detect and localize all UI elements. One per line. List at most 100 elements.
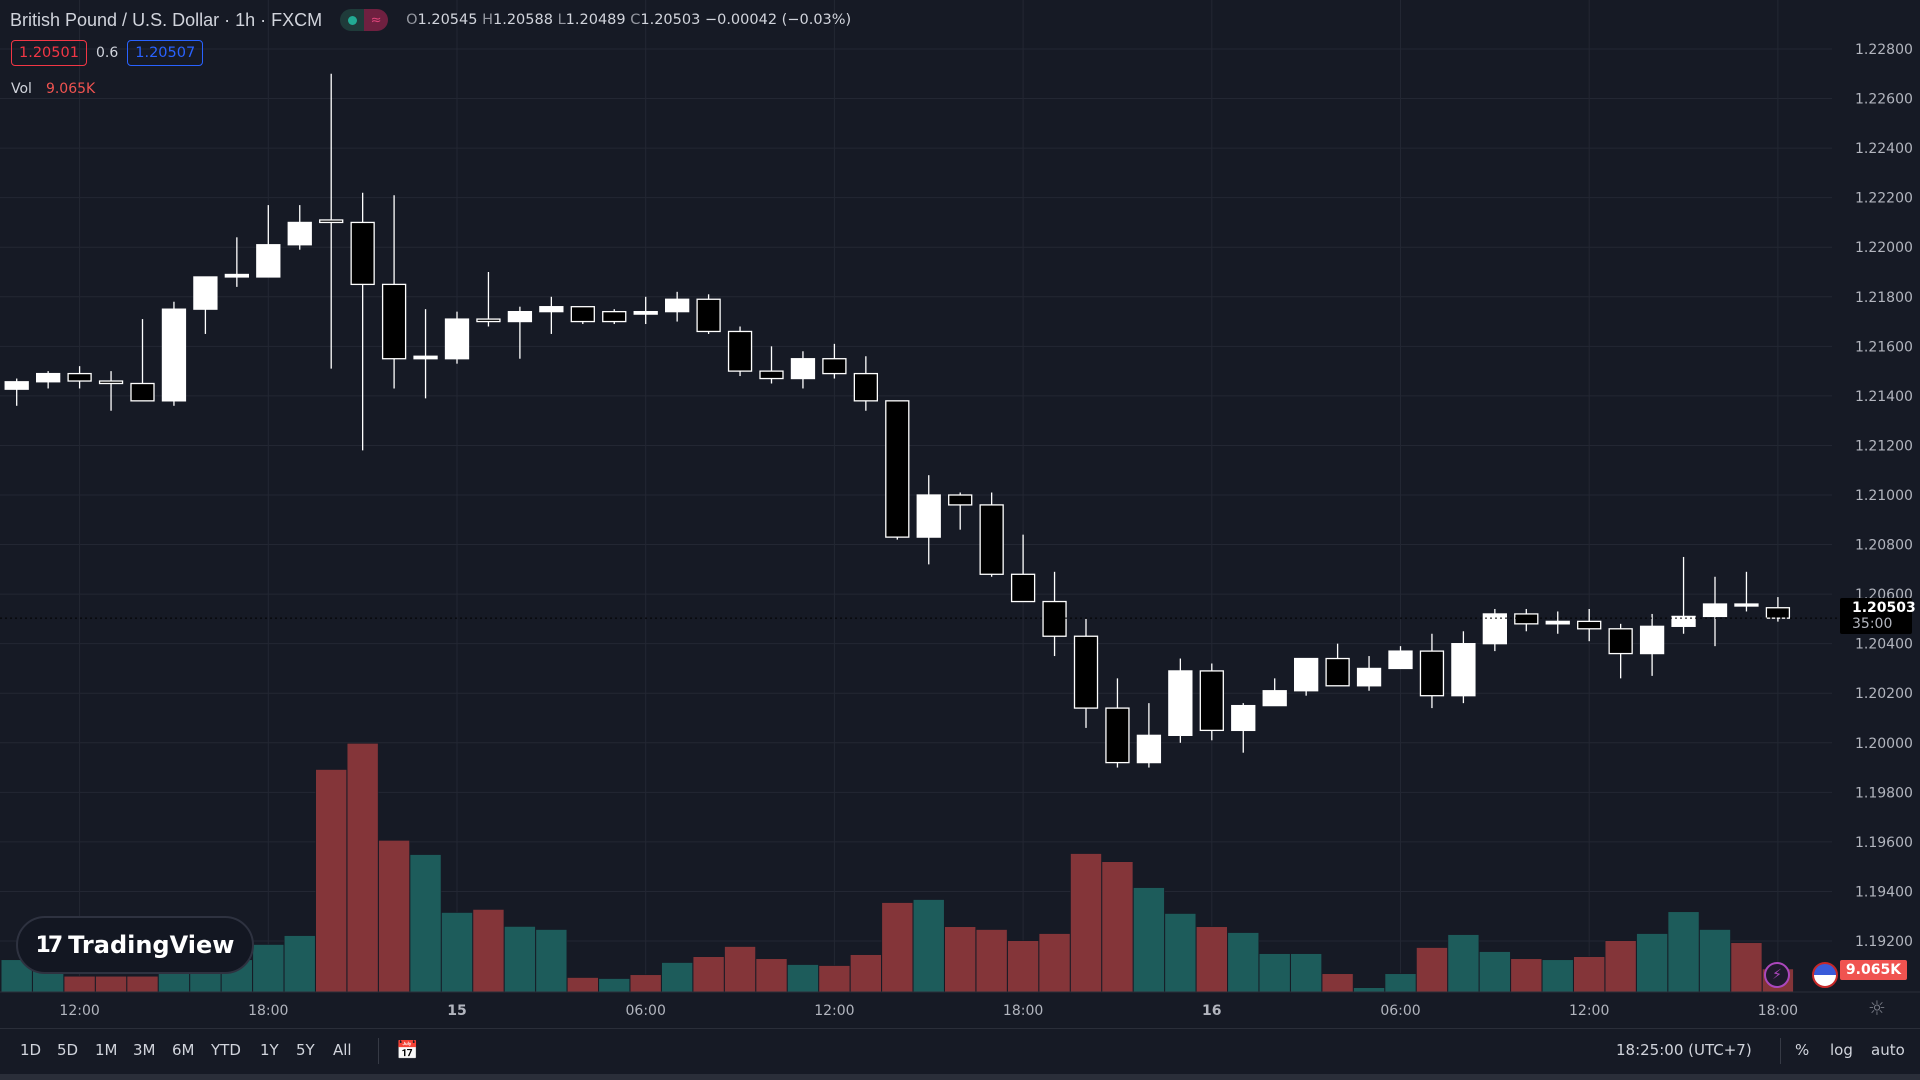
candle — [1419, 633, 1445, 709]
candle — [224, 237, 250, 287]
volume-bar — [598, 978, 631, 993]
sell-button[interactable]: 1.20501 — [11, 40, 87, 66]
range-5y[interactable]: 5Y — [296, 1041, 315, 1059]
go-to-date-calendar-icon[interactable]: 📅 — [396, 1040, 419, 1061]
candle-body — [67, 372, 92, 382]
candle — [1514, 608, 1539, 632]
timezone-clock[interactable]: 18:25:00 (UTC+7) — [1616, 1041, 1752, 1059]
time-axis[interactable]: 12:00 18:00 15 06:00 12:00 18:00 16 06:00 12:00 1… — [59, 1003, 1798, 1019]
log-scale-toggle[interactable]: log — [1830, 1041, 1853, 1059]
price-tick-label: 1.22400 — [1855, 141, 1913, 157]
candle — [570, 306, 595, 325]
time-tick-label: 06:00 — [626, 1003, 666, 1019]
candle-body — [1702, 603, 1728, 618]
us-flag-event-icon[interactable] — [1812, 962, 1838, 988]
volume-bar — [1384, 973, 1417, 993]
high-value: 1.20588 — [493, 12, 553, 28]
volume-bar — [189, 972, 222, 993]
candle — [413, 309, 438, 399]
candle — [853, 356, 878, 411]
auto-scale-toggle[interactable]: auto — [1871, 1041, 1905, 1059]
close-value: 1.20503 — [640, 12, 701, 28]
market-status-toggle[interactable]: ≈ — [340, 9, 389, 31]
candle — [507, 306, 533, 359]
candle — [98, 371, 124, 411]
bar-countdown: 35:00 — [1852, 616, 1893, 632]
volume-bar — [1510, 958, 1543, 993]
volume-bar — [504, 926, 536, 993]
volume-bar — [378, 840, 410, 993]
candle — [948, 492, 973, 530]
volume-bar — [1038, 933, 1071, 993]
range-ytd[interactable]: YTD — [211, 1041, 241, 1059]
buy-button[interactable]: 1.20507 — [127, 40, 204, 66]
candle-body — [413, 355, 438, 360]
candle — [1482, 608, 1507, 652]
candle-body — [1042, 600, 1067, 637]
candle-body — [885, 400, 910, 538]
candle — [130, 319, 155, 402]
candle-body — [570, 306, 595, 323]
candle-body — [1639, 625, 1665, 655]
time-tick-label: 12:00 — [1569, 1003, 1609, 1019]
candle-body — [790, 358, 816, 380]
candle — [916, 475, 941, 565]
candle-body — [476, 318, 501, 323]
candle — [1388, 646, 1413, 670]
volume-bar — [975, 929, 1008, 993]
candle — [287, 205, 312, 250]
candle-body — [444, 318, 470, 360]
volume-bar — [126, 975, 159, 993]
candle-body — [1734, 603, 1759, 607]
volume-bar — [1416, 947, 1448, 993]
candle — [1451, 631, 1476, 704]
candle — [1545, 611, 1570, 634]
lightning-event-icon[interactable]: ⚡ — [1764, 962, 1790, 988]
candle-body — [1325, 657, 1350, 687]
symbol-title[interactable]: British Pound / U.S. Dollar · 1h · FXCM — [10, 9, 323, 30]
volume-bars — [0, 743, 1794, 993]
range-all[interactable]: All — [333, 1041, 352, 1059]
grid-lines — [0, 0, 1832, 992]
candle-body — [916, 494, 941, 538]
candle-body — [1010, 573, 1036, 603]
percent-scale-toggle[interactable]: % — [1795, 1041, 1810, 1059]
price-axis[interactable]: 1.22800 1.22600 1.22400 1.22200 1.22000 1.218… — [1855, 42, 1913, 950]
price-tick-label: 1.21800 — [1855, 290, 1913, 306]
volume-legend[interactable]: Vol 9.065K — [11, 81, 95, 97]
candle — [1325, 643, 1350, 687]
range-3m[interactable]: 3M — [133, 1041, 156, 1059]
candle-body — [1577, 620, 1602, 630]
volume-bar — [1164, 913, 1197, 993]
candle-body — [36, 372, 61, 383]
volume-bar — [692, 956, 725, 993]
range-1y[interactable]: 1Y — [260, 1041, 279, 1059]
time-tick-label: 06:00 — [1380, 1003, 1420, 1019]
candle — [67, 366, 92, 389]
volume-bar — [1101, 861, 1134, 993]
candle-body — [224, 273, 250, 278]
volume-bar — [1730, 942, 1763, 993]
time-tick-label: 16 — [1202, 1003, 1221, 1019]
high-label: H — [482, 12, 493, 28]
range-1m[interactable]: 1M — [95, 1041, 118, 1059]
settings-gear-icon[interactable]: ☼ — [1868, 996, 1886, 1020]
candle — [1042, 571, 1067, 657]
volume-bar — [158, 972, 190, 993]
candle — [1608, 623, 1633, 679]
range-1d[interactable]: 1D — [20, 1041, 42, 1059]
current-price-label: 1.20503 35:00 — [1840, 598, 1916, 634]
volume-bar — [818, 965, 851, 993]
candle — [696, 294, 721, 334]
range-6m[interactable]: 6M — [172, 1041, 195, 1059]
candle — [1136, 703, 1162, 768]
volume-bar — [661, 962, 693, 993]
range-5d[interactable]: 5D — [57, 1041, 79, 1059]
tradingview-logo[interactable]: 17 TradingView — [16, 916, 254, 974]
candle-body — [948, 494, 973, 506]
volume-axis-label: 9.065K — [1840, 960, 1907, 980]
data-delay-icon: ≈ — [364, 9, 389, 31]
time-tick-label: 12:00 — [814, 1003, 854, 1019]
candle-body — [4, 381, 29, 390]
